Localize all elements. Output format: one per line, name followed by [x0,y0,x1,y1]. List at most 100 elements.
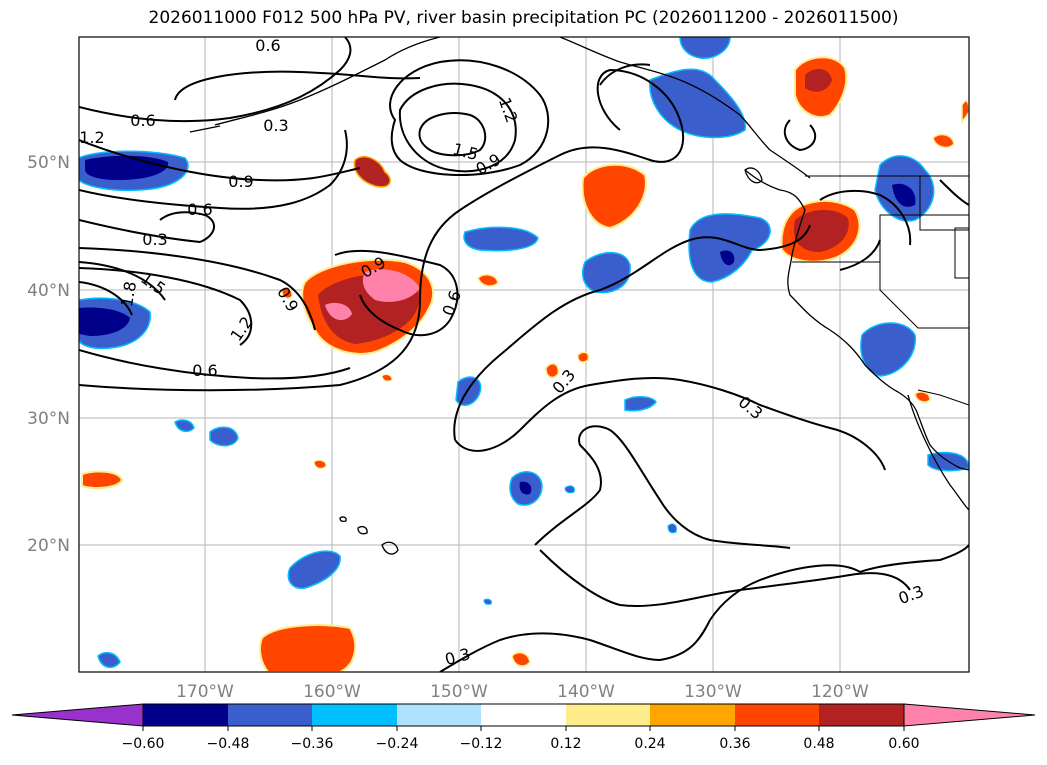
colorbar-tick-label: −0.24 [376,736,419,752]
precip-blob-west-28n [209,426,239,447]
colorbar-cell [650,704,735,726]
pv-contour-0.3-bottom-3 [709,564,861,621]
lat-label-30n: 30°N [27,409,70,429]
aleutian-chain [189,125,221,133]
longitude-labels: 170°W 160°W 150°W 140°W 130°W 120°W [176,682,869,702]
hawaii-oahu [339,516,347,523]
pv-contours [79,37,969,672]
precip-blob-ocean-49n [353,156,391,188]
precip-blob-hawaii-south [259,624,357,672]
pv-label: 0.6 [192,361,217,380]
lat-label-50n: 50°N [27,153,70,173]
precip-blob-west-29n [174,419,195,433]
precip-blob-small-33n [381,374,393,382]
lat-label-40n: 40°N [27,281,70,301]
latitude-labels: 50°N 40°N 30°N 20°N [27,153,70,556]
precip-blob-baja-north [914,391,931,403]
precip-blob-ocean-35n [545,363,560,379]
colorbar-tick-label: 0.12 [550,736,581,752]
pv-contour-0.9-alaska [599,63,651,86]
hawaii-big-island [381,541,399,555]
lon-label-160w: 160°W [303,682,361,702]
bc-coast [744,169,806,211]
precip-blob-alaska-panhandle [649,68,746,139]
lon-label-140w: 140°W [557,682,615,702]
baja-peninsula [907,394,969,511]
pv-contour-0.3-southeast [859,544,969,573]
colorbar-cell [312,704,397,726]
pv-contour-0.3-big-loop [79,68,685,392]
pv-contour-0.6-gulf [783,119,817,152]
colorbar-tick-label: 0.60 [888,736,919,752]
pv-label: 0.9 [228,172,253,191]
precip-blob-alaska-top [679,37,731,59]
precip-blob-small-24n [564,485,575,494]
precip-blob-nw-us [874,155,935,222]
colorbar-cell [481,704,566,726]
coastlines [189,37,969,555]
negative-precip-areas [79,37,969,669]
precip-blob-ocean-47n [581,163,647,230]
precip-blob-california [860,322,916,377]
pv-contour-0.6-blob [334,249,459,337]
pv-contour-0.3-ocean-tongue [453,224,811,441]
map-title: 2026011000 F012 500 hPa PV, river basin … [148,8,899,28]
pv-label: 0.6 [187,200,212,219]
us-mexico-border [917,389,969,406]
pv-contour-0.3-west [79,211,215,244]
precip-blob-central-38n-small [281,287,293,299]
pv-contour-0.3-southloop [454,376,886,471]
border-box-east [954,227,969,279]
pv-contour-0.9-ring [389,59,550,176]
pv-contour-0.6-west [79,129,348,210]
state-border-idaho [919,176,969,231]
pv-contour-0.9-east [819,189,912,246]
pv-contour-1.5-west [79,261,166,301]
vancouver-island [744,167,763,184]
pv-contour-0.9-west [79,139,361,182]
precip-blob-oregon [780,199,861,263]
precip-blob-ocean-41n-small [477,274,499,287]
pv-label: 0.3 [142,230,167,249]
west-coast-us [787,209,969,471]
pv-contour-1.5-ring [418,112,487,157]
pv-contour-1.8-west [79,281,133,316]
precip-blob-west-25n [81,470,124,489]
precip-blob-ocean-15n [511,651,531,667]
hawaii-maui [357,526,368,535]
precip-blob-gulf-alaska-east [794,56,848,118]
colorbar-tick-label: 0.48 [803,736,834,752]
pv-label: 0.3 [263,116,288,135]
colorbar-cell [397,704,481,726]
state-border-or-ca [792,214,969,263]
colorbar-cell-extend-low [11,703,144,727]
colorbar-tick-label: −0.60 [122,736,165,752]
precip-blob-ocean-36n [577,351,590,363]
colorbar-tick-label: −0.12 [460,736,503,752]
pv-contour-0.3-bottom-2 [439,619,711,672]
precip-blob-ocean-43n-east [688,213,771,283]
colorbar-cell [819,704,904,726]
pv-label: 1.8 [117,280,140,308]
colorbar-tick-label: 0.24 [634,736,665,752]
precip-blob-small-21n [667,523,677,534]
colorbar-cell-extend-high [903,703,1036,727]
pv-contour-0.6-top [79,37,352,123]
pv-contour-0.3-south [534,425,791,549]
colorbar-tick-marks [142,726,905,731]
precip-blob-southwest [97,651,121,669]
colorbar-cell [735,704,819,726]
colorbar: −0.60 −0.48 −0.36 −0.24 −0.12 0.12 0.24 … [11,703,1036,752]
precip-blob-ocean-25n [509,471,543,506]
pv-contour-0.3-north [174,70,421,101]
precip-blob-northeast-corner [961,100,969,125]
precip-blob-ocean-44n [463,226,539,252]
alaska-peninsula-coast [214,37,441,126]
lon-label-150w: 150°W [430,682,488,702]
precip-blob-bc-coast [932,133,955,149]
colorbar-tick-label: −0.48 [207,736,250,752]
lon-label-170w: 170°W [176,682,234,702]
colorbar-cell [566,704,650,726]
alaska-southcoast [559,37,811,179]
pv-label: 0.6 [130,111,155,130]
